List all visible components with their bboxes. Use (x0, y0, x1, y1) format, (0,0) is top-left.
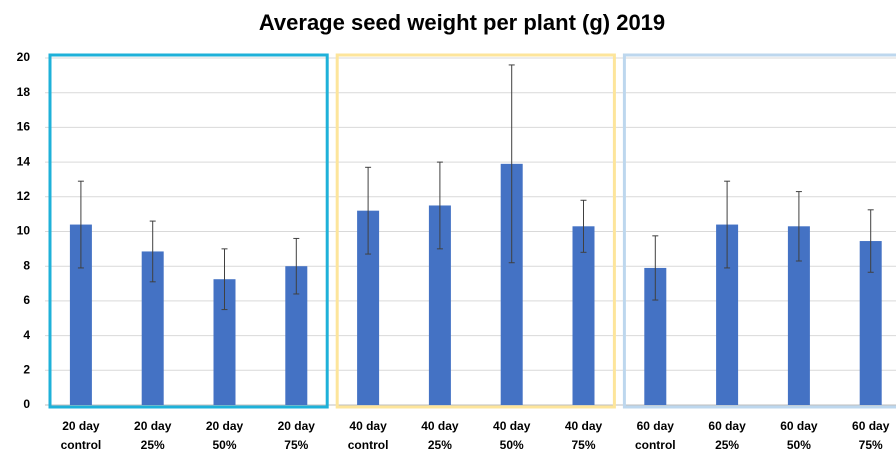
bar (787, 226, 810, 405)
y-tick-label: 12 (17, 189, 31, 203)
x-tick-label: 75% (859, 438, 883, 452)
y-tick-label: 10 (17, 224, 31, 238)
bar (500, 163, 523, 405)
bar (69, 224, 92, 405)
y-tick-label: 2 (23, 362, 30, 376)
bar (716, 224, 739, 405)
y-tick-label: 6 (23, 293, 30, 307)
y-tick-label: 0 (23, 397, 30, 411)
y-tick-label: 4 (23, 328, 30, 342)
y-tick-label: 18 (17, 85, 31, 99)
bar (357, 210, 380, 405)
bar (285, 266, 308, 405)
x-tick-label: 40 day (493, 419, 531, 433)
y-tick-label: 8 (23, 258, 30, 272)
x-tick-label: 75% (284, 438, 308, 452)
x-tick-label: 75% (571, 438, 595, 452)
x-tick-label: 20 day (134, 419, 172, 433)
x-tick-label: 20 day (206, 419, 244, 433)
x-tick-label: 60 day (708, 419, 746, 433)
x-tick-label: 40 day (349, 419, 387, 433)
bar (572, 226, 595, 405)
bar (859, 241, 882, 405)
x-tick-label: control (635, 438, 676, 452)
bar (213, 279, 236, 405)
x-tick-label: 25% (141, 438, 165, 452)
x-tick-label: 40 day (421, 419, 459, 433)
y-tick-label: 16 (17, 120, 31, 134)
group-box (335, 53, 616, 409)
y-tick-label: 20 (17, 50, 31, 64)
chart-title: Average seed weight per plant (g) 2019 (259, 10, 665, 35)
x-tick-label: 50% (212, 438, 236, 452)
bar (141, 251, 164, 405)
bar (644, 267, 667, 405)
x-tick-label: 25% (715, 438, 739, 452)
x-tick-label: 20 day (62, 419, 100, 433)
x-tick-label: 50% (787, 438, 811, 452)
y-tick-label: 14 (17, 154, 31, 168)
x-tick-label: control (348, 438, 389, 452)
group-box (48, 53, 329, 409)
x-tick-label: 50% (500, 438, 524, 452)
x-tick-label: 60 day (852, 419, 890, 433)
group-box (622, 53, 896, 409)
x-tick-label: 60 day (637, 419, 675, 433)
x-tick-label: 60 day (780, 419, 818, 433)
x-tick-label: 20 day (278, 419, 316, 433)
x-tick-label: 40 day (565, 419, 603, 433)
x-tick-label: control (61, 438, 102, 452)
x-tick-label: 25% (428, 438, 452, 452)
bar (428, 205, 451, 405)
